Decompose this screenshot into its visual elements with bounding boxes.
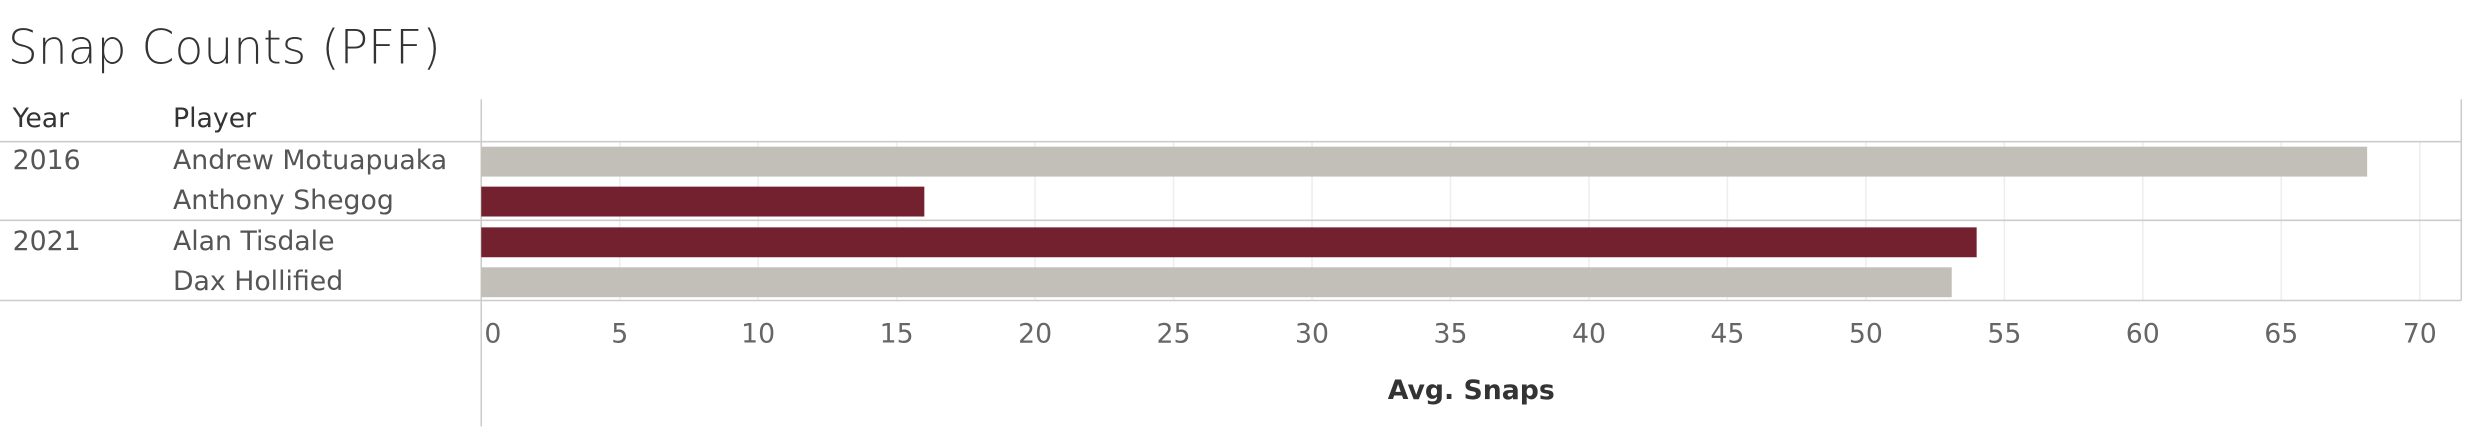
x-tick-label: 55 (1987, 319, 2021, 350)
bar (481, 267, 1952, 298)
chart-title: Snap Counts (PFF) (8, 20, 441, 75)
year-label: 2016 (13, 145, 81, 176)
column-header: Year (12, 103, 70, 134)
x-tick-label: 60 (2126, 319, 2160, 350)
x-tick-label: 50 (1849, 319, 1883, 350)
x-tick-label: 10 (741, 319, 775, 350)
x-axis-title: Avg. Snaps (1388, 375, 1555, 406)
y-tick-label: Andrew Motuapuaka (173, 145, 447, 176)
x-tick-label: 0 (484, 319, 501, 350)
x-tick-label: 65 (2264, 319, 2298, 350)
bar (481, 146, 2368, 177)
y-tick-label: Alan Tisdale (173, 226, 335, 257)
x-tick-label: 15 (880, 319, 914, 350)
x-tick-label: 30 (1295, 319, 1329, 350)
x-tick-label: 35 (1433, 319, 1467, 350)
bar (481, 186, 925, 217)
x-tick-label: 25 (1157, 319, 1191, 350)
bar (481, 227, 1977, 258)
y-tick-label: Dax Hollified (173, 266, 343, 297)
column-header: Player (173, 103, 256, 134)
x-tick-label: 40 (1572, 319, 1606, 350)
x-tick-label: 20 (1018, 319, 1052, 350)
x-tick-label: 5 (611, 319, 628, 350)
y-tick-label: Anthony Shegog (173, 185, 394, 216)
x-tick-label: 45 (1710, 319, 1744, 350)
x-tick-label: 70 (2403, 319, 2437, 350)
year-label: 2021 (13, 226, 81, 257)
